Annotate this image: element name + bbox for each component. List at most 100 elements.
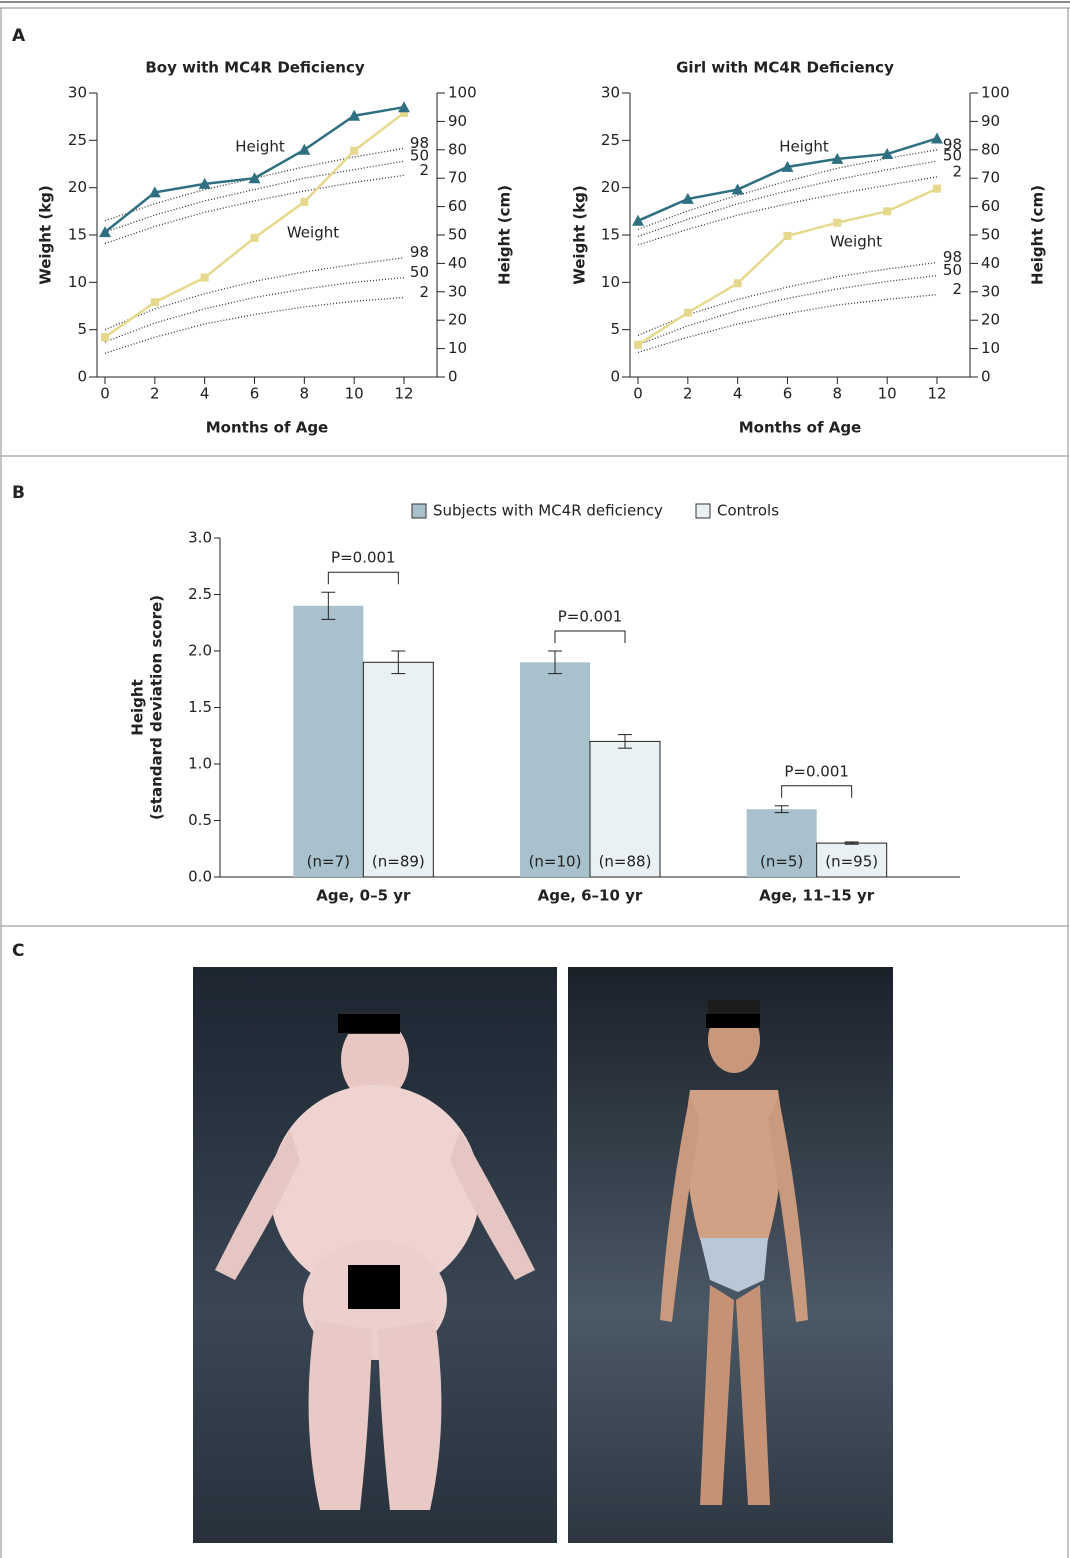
percentile-label: 2 <box>952 280 962 298</box>
bar <box>293 606 363 877</box>
marker <box>350 147 358 155</box>
marker <box>251 234 259 242</box>
marker <box>634 341 642 349</box>
significance-bracket <box>782 786 852 798</box>
y-tick-label: 2.5 <box>188 585 212 603</box>
y2-tick-label: 10 <box>981 339 1000 357</box>
x-tick-label: 2 <box>683 385 693 403</box>
y2-tick-label: 60 <box>448 197 467 215</box>
y-tick-label: 5 <box>77 320 87 338</box>
y-tick-label: 10 <box>601 273 620 291</box>
percentile-label: 2 <box>952 162 962 180</box>
y2-tick-label: 20 <box>981 311 1000 329</box>
series-label: Height <box>779 138 829 156</box>
y2-tick-label: 90 <box>448 112 467 130</box>
series-label: Weight <box>830 233 882 251</box>
n-label: (n=10) <box>529 853 582 871</box>
y2-tick-label: 100 <box>448 84 477 102</box>
bar <box>520 662 590 877</box>
panel-label: C <box>12 941 24 961</box>
percentile-label: 50 <box>410 263 429 281</box>
x-tick-label: 12 <box>394 385 413 403</box>
marker <box>684 309 692 317</box>
x-tick-label: Age, 6–10 yr <box>538 887 643 905</box>
y2-tick-label: 100 <box>981 84 1010 102</box>
x-tick-label: 2 <box>150 385 160 403</box>
x-tick-label: 4 <box>733 385 743 403</box>
series-label: Height <box>235 138 285 156</box>
marker <box>151 298 159 306</box>
x-tick-label: 6 <box>250 385 260 403</box>
marker <box>101 333 109 341</box>
y2-tick-label: 0 <box>981 368 991 386</box>
y-tick-label: 30 <box>601 84 620 102</box>
legend-label: Subjects with MC4R deficiency <box>433 502 663 520</box>
percentile-line <box>105 175 404 243</box>
x-axis-label: Months of Age <box>206 419 328 437</box>
y-tick-label: 25 <box>601 131 620 149</box>
y2-tick-label: 50 <box>981 226 1000 244</box>
marker <box>732 184 744 195</box>
x-tick-label: Age, 0–5 yr <box>316 887 411 905</box>
y-tick-label: 3.0 <box>188 529 212 547</box>
percentile-label: 98 <box>410 134 429 152</box>
y-tick-label: 0 <box>77 368 87 386</box>
x-tick-label: 10 <box>878 385 897 403</box>
y2-axis-label: Height (cm) <box>1029 185 1047 285</box>
y-axis-label: Height <box>129 679 147 735</box>
y2-tick-label: 70 <box>448 169 467 187</box>
percentile-label: 98 <box>410 243 429 261</box>
x-axis-label: Months of Age <box>739 419 861 437</box>
percentile-line <box>105 148 404 220</box>
x-tick-label: 8 <box>833 385 843 403</box>
chart-title: Girl with MC4R Deficiency <box>676 59 894 77</box>
legend-swatch <box>696 504 710 518</box>
y-tick-label: 5 <box>610 320 620 338</box>
percentile-line <box>638 276 937 345</box>
y2-tick-label: 40 <box>448 254 467 272</box>
n-label: (n=7) <box>307 853 350 871</box>
n-label: (n=89) <box>372 853 425 871</box>
y2-tick-label: 0 <box>448 368 458 386</box>
y2-tick-label: 20 <box>448 311 467 329</box>
y-tick-label: 0 <box>610 368 620 386</box>
y2-tick-label: 10 <box>448 339 467 357</box>
bar <box>363 662 433 877</box>
y-tick-label: 30 <box>68 84 87 102</box>
y-tick-label: 20 <box>68 178 87 196</box>
x-tick-label: 8 <box>300 385 310 403</box>
x-tick-label: 0 <box>633 385 643 403</box>
y2-tick-label: 50 <box>448 226 467 244</box>
x-tick-label: 0 <box>100 385 110 403</box>
y2-tick-label: 80 <box>981 140 1000 158</box>
y-tick-label: 15 <box>601 226 620 244</box>
series-label: Weight <box>287 224 339 242</box>
y-axis-label: Weight (kg) <box>37 185 55 285</box>
y2-tick-label: 30 <box>448 282 467 300</box>
marker <box>201 274 209 282</box>
p-value: P=0.001 <box>784 762 849 780</box>
marker <box>784 232 792 240</box>
y-tick-label: 0.5 <box>188 811 212 829</box>
y-tick-label: 2.0 <box>188 642 212 660</box>
x-tick-label: 4 <box>200 385 210 403</box>
y2-tick-label: 70 <box>981 169 1000 187</box>
photo-right <box>568 967 893 1543</box>
y2-tick-label: 80 <box>448 140 467 158</box>
y2-tick-label: 30 <box>981 282 1000 300</box>
legend-swatch <box>412 504 426 518</box>
percentile-line <box>638 295 937 353</box>
p-value: P=0.001 <box>331 549 396 567</box>
y2-axis-label: Height (cm) <box>496 185 514 285</box>
panel-label: B <box>12 483 25 503</box>
x-tick-label: 12 <box>927 385 946 403</box>
marker <box>734 279 742 287</box>
percentile-line <box>638 161 937 236</box>
legend-label: Controls <box>717 502 779 520</box>
percentile-label: 98 <box>943 248 962 266</box>
percentile-line <box>105 258 404 330</box>
figure: A B C Boy with MC4R Deficiency0510152025… <box>0 0 1070 1558</box>
n-label: (n=88) <box>599 853 652 871</box>
x-tick-label: 10 <box>345 385 364 403</box>
panel-label: A <box>12 26 26 46</box>
